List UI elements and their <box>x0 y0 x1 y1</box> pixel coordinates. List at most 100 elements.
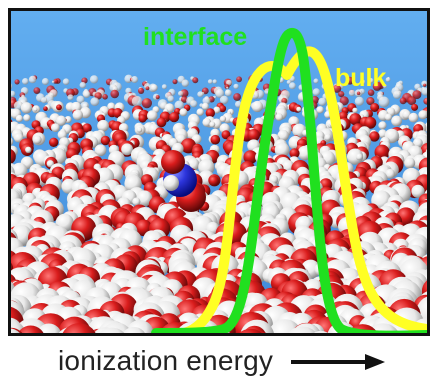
water-hydrogen-atom <box>94 144 107 157</box>
water-hydrogen-atom <box>22 78 29 85</box>
water-hydrogen-atom <box>316 106 324 114</box>
water-hydrogen-atom <box>20 102 33 114</box>
water-hydrogen-atom <box>11 137 14 146</box>
water-hydrogen-atom <box>89 75 99 84</box>
water-hydrogen-atom <box>13 132 24 143</box>
water-hydrogen-atom <box>131 76 139 83</box>
water-hydrogen-atom <box>318 97 327 106</box>
water-hydrogen-atom <box>324 133 332 141</box>
water-oxygen-atom <box>369 131 380 142</box>
water-oxygen-atom <box>62 323 96 333</box>
water-oxygen-atom <box>145 86 150 91</box>
water-hydrogen-atom <box>275 113 284 121</box>
water-hydrogen-atom <box>418 110 427 120</box>
water-oxygen-atom <box>110 89 119 99</box>
water-oxygen-atom <box>43 106 48 111</box>
water-oxygen-atom <box>156 117 167 128</box>
water-oxygen-atom <box>243 150 258 165</box>
water-hydrogen-atom <box>57 130 67 140</box>
water-oxygen-atom <box>192 77 199 84</box>
water-hydrogen-atom <box>213 106 221 114</box>
water-hydrogen-atom <box>150 84 158 92</box>
water-oxygen-atom <box>339 96 349 106</box>
water-oxygen-atom <box>367 89 375 96</box>
water-oxygen-atom <box>364 116 377 129</box>
water-hydrogen-atom <box>313 78 319 84</box>
water-oxygen-atom <box>11 149 16 165</box>
water-oxygen-atom <box>407 96 417 106</box>
water-hydrogen-atom <box>67 94 74 101</box>
water-hydrogen-atom <box>174 100 184 110</box>
water-oxygen-atom <box>411 103 419 111</box>
right-arrow-icon <box>291 354 386 370</box>
water-hydrogen-atom <box>404 157 416 169</box>
water-oxygen-atom <box>33 87 41 94</box>
water-hydrogen-atom <box>392 90 402 99</box>
water-hydrogen-atom <box>11 328 20 333</box>
water-oxygen-atom <box>138 114 147 123</box>
molecular-surface-panel: interface bulk <box>8 8 430 336</box>
water-hydrogen-atom <box>97 119 109 132</box>
water-hydrogen-atom <box>313 330 329 333</box>
water-oxygen-atom <box>233 93 242 101</box>
water-hydrogen-atom <box>384 113 392 121</box>
water-hydrogen-atom <box>274 142 290 158</box>
water-hydrogen-atom <box>28 75 37 84</box>
water-oxygen-atom <box>239 328 262 333</box>
water-hydrogen-atom <box>51 80 55 84</box>
water-hydrogen-atom <box>209 121 216 128</box>
water-hydrogen-atom <box>136 127 143 133</box>
water-hydrogen-atom <box>354 96 364 106</box>
water-hydrogen-atom <box>90 97 100 106</box>
water-oxygen-atom <box>423 97 427 105</box>
water-hydrogen-atom <box>251 100 263 113</box>
water-oxygen-atom <box>141 98 152 109</box>
water-hydrogen-atom <box>355 153 363 161</box>
water-hydrogen-atom <box>385 168 395 179</box>
water-oxygen-atom <box>374 144 390 160</box>
water-oxygen-atom <box>14 79 20 85</box>
bulk-curve <box>151 46 427 333</box>
water-hydrogen-atom <box>224 89 232 97</box>
water-oxygen-atom <box>338 91 345 98</box>
water-oxygen-atom <box>370 103 380 112</box>
water-hydrogen-atom <box>288 326 317 333</box>
water-hydrogen-atom <box>99 327 125 333</box>
water-hydrogen-atom <box>178 90 184 97</box>
water-hydrogen-atom <box>348 89 356 97</box>
water-oxygen-atom <box>100 135 111 146</box>
water-hydrogen-atom <box>408 112 419 123</box>
water-hydrogen-atom <box>196 108 204 116</box>
water-oxygen-atom <box>218 105 227 113</box>
solute-molecule <box>161 150 206 212</box>
water-oxygen-atom <box>366 97 375 106</box>
water-oxygen-atom <box>423 83 427 87</box>
water-hydrogen-atom <box>215 89 225 98</box>
water-oxygen-atom <box>372 81 382 91</box>
water-hydrogen-atom <box>352 107 358 114</box>
water-hydrogen-atom <box>391 115 402 127</box>
water-oxygen-atom <box>236 76 243 83</box>
water-hydrogen-atom <box>179 108 188 117</box>
water-oxygen-atom <box>332 84 342 93</box>
water-hydrogen-atom <box>212 79 217 84</box>
water-hydrogen-atom <box>360 80 366 85</box>
water-oxygen-atom <box>281 97 288 104</box>
water-hydrogen-atom <box>62 78 70 85</box>
water-hydrogen-atom <box>41 97 48 104</box>
water-hydrogen-atom <box>201 102 209 110</box>
water-hydrogen-atom <box>11 90 16 98</box>
water-hydrogen-atom <box>207 79 213 84</box>
water-hydrogen-atom <box>413 138 423 148</box>
water-hydrogen-atom <box>226 86 229 90</box>
water-oxygen-atom <box>155 95 160 100</box>
water-hydrogen-atom <box>72 109 83 121</box>
water-hydrogen-atom <box>411 184 425 198</box>
water-hydrogen-atom <box>41 78 49 85</box>
water-oxygen-atom <box>17 325 44 333</box>
water-oxygen-atom <box>66 88 75 98</box>
water-oxygen-atom <box>412 90 422 100</box>
water-hydrogen-atom <box>83 90 91 98</box>
water-oxygen-atom <box>169 112 180 123</box>
